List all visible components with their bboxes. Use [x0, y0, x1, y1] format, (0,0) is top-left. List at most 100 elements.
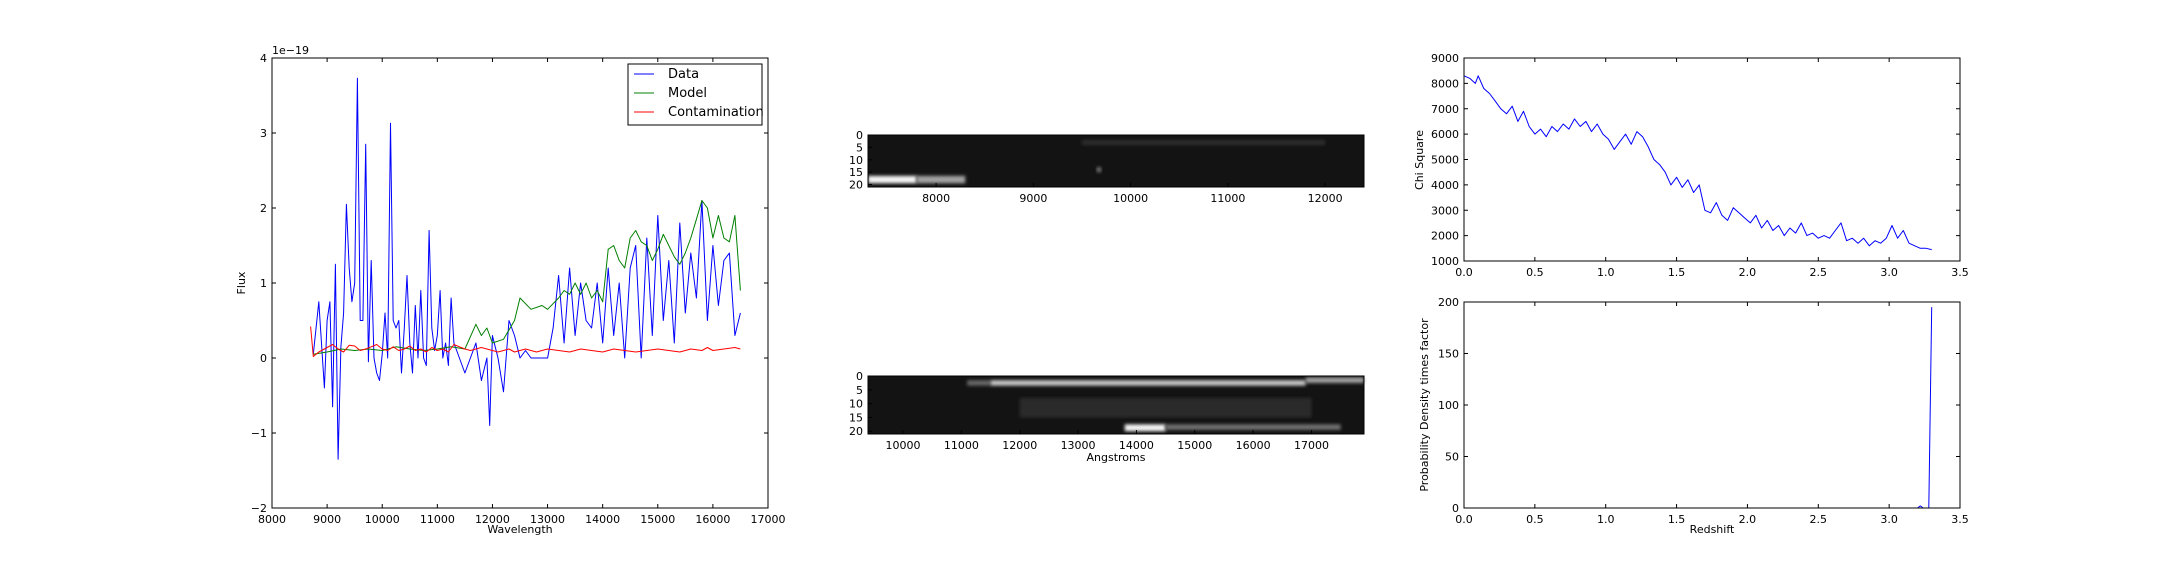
y-ticks: 1000 2000 3000 4000 5000 6000 7000 8000 9000	[1431, 52, 1960, 268]
x-tick-label: 0.0	[1455, 513, 1473, 526]
x-tick-label: 3.0	[1880, 513, 1898, 526]
x-tick-label: 10000	[365, 513, 400, 526]
x-tick-label: 14000	[1119, 439, 1154, 452]
x-tick-label: 10000	[886, 439, 921, 452]
y-tick-label: 10	[849, 398, 863, 411]
x-axis-label: Angstroms	[1087, 451, 1146, 464]
y-tick-label: 8000	[1431, 77, 1459, 90]
y-tick-label: 150	[1438, 348, 1459, 361]
y-ticks: 0 50 100 150 200	[1438, 296, 1960, 515]
y-tick-label: 50	[1445, 451, 1459, 464]
x-tick-label: 14000	[585, 513, 620, 526]
y-tick-label: 15	[849, 166, 863, 179]
y-tick-label: 0	[856, 129, 863, 142]
image-features	[868, 139, 1326, 184]
x-tick-label: 2.0	[1739, 513, 1757, 526]
y-tick-label: −2	[251, 502, 267, 515]
y-tick-label: 2	[260, 202, 267, 215]
flux-spectrum-panel: 8000 9000 10000 11000 12000 13000 14000 15000 16…	[235, 44, 786, 536]
y-tick-label: 20	[849, 179, 863, 192]
chi-square-line	[1463, 75, 1932, 251]
y-tick-label: 200	[1438, 296, 1459, 309]
x-tick-label: 12000	[475, 513, 510, 526]
legend-model-label: Model	[668, 86, 707, 101]
y-tick-label: 0	[856, 370, 863, 383]
x-tick-label: 13000	[530, 513, 565, 526]
y-tick-label: 3000	[1431, 204, 1459, 217]
x-ticks: 8000 9000 10000 11000 12000 13000 14000 15000 16…	[258, 58, 786, 526]
x-tick-label: 2.5	[1810, 266, 1828, 279]
axes-frame	[867, 375, 1365, 435]
emission-feature	[1096, 167, 1102, 173]
plot-area	[1464, 58, 1960, 261]
y-tick-label: 7000	[1431, 103, 1459, 116]
y-tick-label: 0	[260, 352, 267, 365]
x-tick-label: 17000	[1294, 439, 1329, 452]
series-line	[1463, 75, 1932, 251]
legend-data-label: Data	[668, 67, 699, 82]
x-tick-label: 11000	[420, 513, 455, 526]
y-tick-label: 4	[260, 52, 267, 65]
x-ticks: 8000 9000 10000 11000 12000	[922, 183, 1343, 205]
x-tick-label: 15000	[1177, 439, 1212, 452]
y-axis-label: Flux	[235, 271, 248, 294]
y-tick-label: 4000	[1431, 179, 1459, 192]
y-tick-label: 9000	[1431, 52, 1459, 65]
y-tick-label: 1	[260, 277, 267, 290]
probability-density-panel: 0.0 0.5 1.0 1.5 2.0 2.5 3.0 3.5 0 50 100 150 200 Re…	[1418, 296, 1969, 536]
x-tick-label: 0.5	[1526, 513, 1544, 526]
x-tick-label: 10000	[1113, 192, 1148, 205]
x-tick-label: 1.0	[1597, 513, 1615, 526]
y-tick-label: 6000	[1431, 128, 1459, 141]
y-tick-label: 5000	[1431, 154, 1459, 167]
x-tick-label: 11000	[944, 439, 979, 452]
x-tick-label: 12000	[1308, 192, 1343, 205]
y-tick-label: 5	[856, 384, 863, 397]
x-axis-label: Wavelength	[487, 523, 552, 536]
emission-feature	[1081, 139, 1326, 145]
x-tick-label: 9000	[313, 513, 341, 526]
y-tick-label: 100	[1438, 399, 1459, 412]
y-axis-label: Chi Square	[1413, 130, 1426, 190]
emission-feature	[1305, 377, 1364, 383]
y-tick-label: 10	[849, 154, 863, 167]
x-tick-label: 13000	[1061, 439, 1096, 452]
data-line	[312, 77, 741, 460]
x-tick-label: 12000	[1002, 439, 1037, 452]
legend-contamination-label: Contamination	[668, 105, 764, 120]
emission-feature	[1124, 424, 1166, 432]
contamination-line	[310, 326, 741, 357]
x-ticks: 10000 11000 12000 13000 14000 15000 16000 17000	[886, 430, 1329, 452]
emission-feature	[868, 175, 917, 184]
y-tick-label: 5	[856, 141, 863, 154]
emission-feature	[1165, 424, 1341, 430]
emission-feature	[990, 380, 1306, 386]
x-ticks: 0.0 0.5 1.0 1.5 2.0 2.5 3.0 3.5	[1455, 58, 1969, 279]
x-tick-label: 2.0	[1739, 266, 1757, 279]
emission-feature	[967, 380, 991, 386]
x-tick-label: 0.0	[1455, 266, 1473, 279]
offset-text: 1e−19	[272, 44, 309, 57]
x-tick-label: 9000	[1019, 192, 1047, 205]
x-tick-label: 17000	[751, 513, 786, 526]
y-tick-label: 15	[849, 411, 863, 424]
y-tick-label: 20	[849, 425, 863, 438]
y-tick-label: 1000	[1431, 255, 1459, 268]
x-tick-label: 3.0	[1880, 266, 1898, 279]
x-tick-label: 16000	[695, 513, 730, 526]
x-tick-label: 3.5	[1951, 266, 1969, 279]
emission-feature	[1019, 398, 1312, 418]
y-tick-label: −1	[251, 427, 267, 440]
spectrum-image-bottom-panel: 10000 11000 12000 13000 14000 15000 16000 17000…	[849, 370, 1365, 464]
x-tick-label: 1.5	[1668, 266, 1686, 279]
legend: Data Model Contamination	[627, 63, 764, 126]
axes-frame	[867, 134, 1365, 188]
x-tick-label: 3.5	[1951, 513, 1969, 526]
emission-feature	[916, 175, 966, 184]
x-ticks: 0.0 0.5 1.0 1.5 2.0 2.5 3.0 3.5	[1455, 302, 1969, 526]
x-tick-label: 15000	[640, 513, 675, 526]
x-tick-label: 16000	[1236, 439, 1271, 452]
